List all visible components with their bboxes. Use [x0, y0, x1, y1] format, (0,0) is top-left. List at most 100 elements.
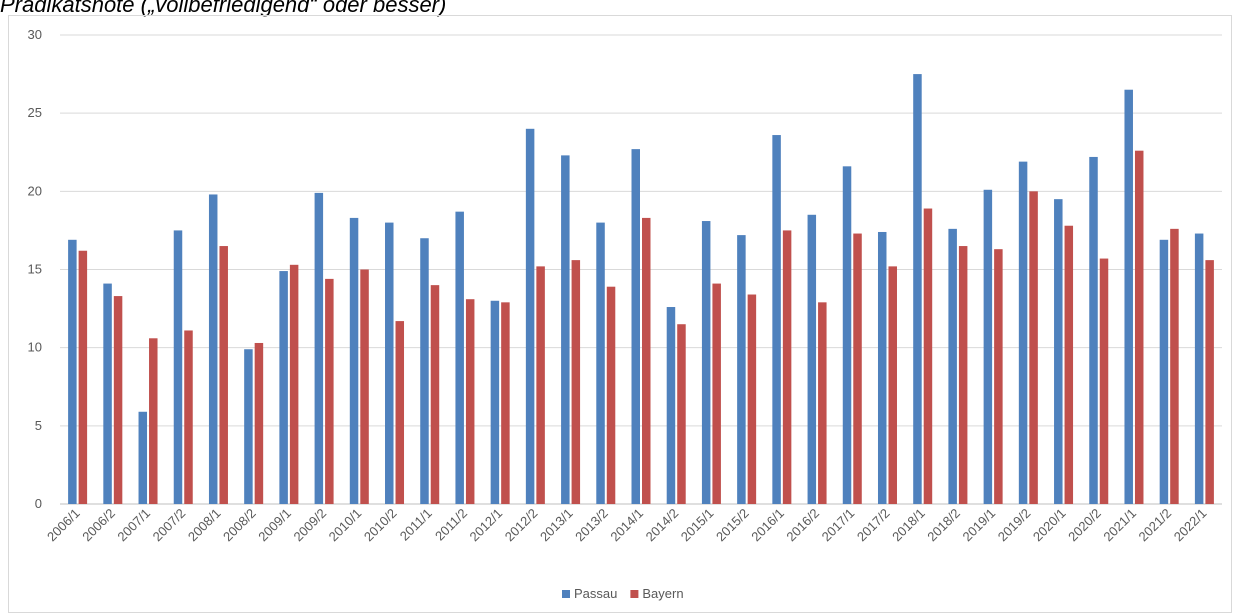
x-tick-label: 2014/2	[643, 506, 682, 545]
x-tick-label: 2009/1	[255, 506, 294, 545]
bar-bayern-2020-1	[1064, 225, 1074, 504]
x-tick-label: 2012/2	[502, 506, 541, 545]
bar-passau-2011-1	[420, 238, 429, 504]
x-tick-label: 2020/2	[1065, 506, 1104, 545]
x-tick-label: 2014/1	[607, 506, 646, 545]
bar-bayern-2011-1	[430, 285, 440, 504]
bar-bayern-2016-1	[782, 230, 792, 504]
y-tick-label: 5	[35, 418, 42, 433]
bar-bayern-2020-2	[1099, 258, 1109, 504]
bar-bayern-2009-1	[289, 264, 299, 504]
x-tick-label: 2007/2	[150, 506, 189, 545]
bar-bayern-2021-1	[1134, 150, 1144, 505]
bar-passau-2018-1	[913, 74, 922, 504]
x-tick-label: 2009/2	[290, 506, 329, 545]
bar-passau-2020-1	[1054, 199, 1063, 504]
bar-bayern-2009-2	[325, 278, 334, 504]
x-tick-label: 2015/2	[713, 506, 752, 545]
bar-bayern-2010-2	[395, 321, 405, 504]
bar-passau-2015-1	[701, 221, 711, 504]
bar-passau-2012-1	[490, 300, 500, 504]
bar-passau-2010-1	[349, 217, 359, 504]
bar-passau-2008-2	[244, 349, 253, 504]
bar-bayern-2012-2	[536, 266, 545, 504]
x-tick-label: 2008/2	[220, 506, 259, 545]
bar-passau-2007-1	[138, 411, 148, 504]
x-tick-label: 2018/1	[889, 506, 928, 545]
legend: Passau Bayern	[562, 586, 684, 601]
x-tick-label: 2011/1	[397, 506, 435, 544]
x-tick-label: 2019/2	[995, 506, 1034, 545]
x-tick-label: 2022/1	[1171, 506, 1210, 545]
bar-bayern-2007-1	[149, 338, 158, 504]
x-tick-label: 2020/1	[1030, 506, 1069, 545]
bar-bayern-2019-2	[1029, 191, 1038, 505]
bar-bayern-2008-1	[219, 246, 228, 505]
x-tick-label: 2013/2	[572, 506, 611, 545]
bar-passau-2010-2	[385, 222, 394, 504]
bar-bayern-2016-2	[818, 302, 827, 504]
x-tick-label: 2006/2	[79, 506, 118, 545]
bar-bayern-2022-1	[1205, 260, 1214, 504]
x-tick-label: 2006/1	[44, 506, 83, 545]
x-tick-label: 2016/2	[783, 506, 822, 545]
bar-passau-2009-2	[314, 192, 324, 504]
bar-passau-2015-2	[737, 235, 746, 504]
bar-bayern-2018-1	[923, 208, 933, 504]
bar-passau-2006-2	[103, 283, 112, 504]
y-axis-ticks: 0 5 10 15 20 25 30	[28, 27, 42, 511]
x-tick-label: 2018/2	[924, 506, 963, 545]
bar-bayern-2019-1	[994, 249, 1003, 504]
bar-bayern-2011-2	[465, 299, 475, 504]
bar-passau-2009-1	[279, 271, 288, 504]
legend-label-passau: Passau	[574, 586, 617, 601]
legend-swatch-passau	[562, 590, 570, 598]
bar-passau-2019-1	[983, 189, 993, 504]
x-tick-label: 2015/1	[678, 506, 717, 545]
x-tick-label: 2021/1	[1100, 506, 1139, 545]
x-tick-label: 2007/1	[114, 506, 153, 545]
bar-bayern-2008-2	[254, 342, 264, 504]
y-tick-label: 30	[28, 27, 42, 42]
x-axis-ticks: 2006/12006/22007/12007/22008/12008/22009…	[44, 506, 1210, 545]
bar-bayern-2012-1	[501, 302, 510, 504]
bar-bayern-2006-2	[113, 296, 123, 504]
gridlines	[60, 34, 1222, 505]
x-tick-label: 2021/2	[1136, 506, 1175, 545]
bar-passau-2017-2	[877, 231, 887, 505]
bar-bayern-2018-2	[958, 246, 968, 505]
legend-swatch-bayern	[630, 590, 639, 598]
bar-bayern-2013-1	[571, 260, 581, 504]
x-tick-label: 2010/2	[361, 506, 400, 545]
bar-bayern-2021-2	[1170, 228, 1179, 504]
x-tick-label: 2019/1	[960, 506, 999, 545]
bar-bayern-2014-2	[677, 324, 686, 504]
bar-passau-2021-1	[1124, 89, 1133, 504]
bar-passau-2013-2	[596, 222, 605, 504]
bar-passau-2016-1	[772, 135, 781, 504]
x-tick-label: 2017/1	[819, 506, 858, 545]
bar-bayern-2015-1	[712, 283, 721, 504]
bar-passau-2006-1	[68, 239, 77, 504]
bars	[68, 74, 1214, 505]
bar-passau-2007-2	[173, 230, 183, 504]
legend-label-bayern: Bayern	[642, 586, 683, 601]
x-tick-label: 2016/1	[748, 506, 787, 545]
chart-frame	[8, 15, 1232, 613]
bar-passau-2016-2	[807, 214, 817, 505]
y-tick-label: 15	[28, 262, 42, 277]
bar-bayern-2017-2	[888, 266, 897, 504]
bar-passau-2013-1	[561, 155, 570, 505]
bar-bayern-2007-2	[184, 330, 193, 504]
bar-passau-2014-1	[631, 149, 640, 504]
x-tick-label: 2013/1	[537, 506, 576, 545]
bar-passau-2020-2	[1089, 156, 1098, 504]
bar-bayern-2010-1	[360, 269, 369, 504]
chart-title: Prädikatsnote („vollbefriedigend“ oder b…	[0, 0, 447, 17]
y-tick-label: 0	[35, 496, 42, 511]
x-tick-label: 2011/2	[432, 506, 470, 544]
bar-bayern-2013-2	[606, 286, 616, 504]
x-tick-label: 2017/2	[854, 506, 893, 545]
bar-passau-2017-1	[842, 166, 852, 504]
